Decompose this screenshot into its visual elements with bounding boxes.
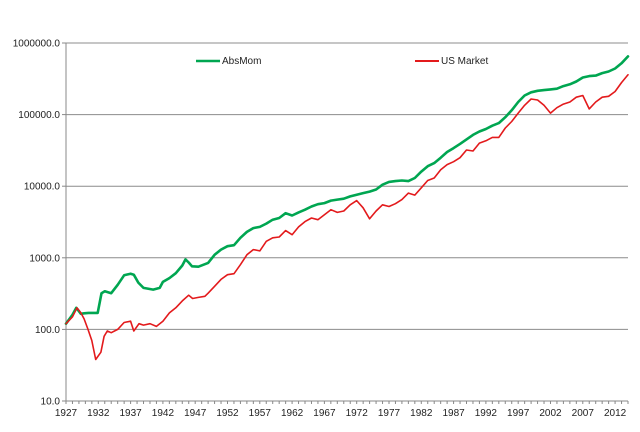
y-tick-label: 100.0 bbox=[35, 325, 60, 336]
x-tick-label: 1972 bbox=[346, 408, 369, 419]
x-tick-label: 1967 bbox=[313, 408, 336, 419]
x-tick-label: 2012 bbox=[604, 408, 627, 419]
y-axis-ticks: 10.0 100.0 1000.0 10000.0 100000.0 1000000.0 bbox=[13, 39, 66, 408]
legend-item-absmom: AbsMom bbox=[196, 56, 261, 67]
x-axis-ticks: 1927 1932 1937 1942 1947 1952 1957 1962 1967 1972… bbox=[55, 401, 629, 419]
grid-lines bbox=[66, 42, 628, 330]
legend-label-us-market: US Market bbox=[441, 56, 488, 67]
y-tick-label: 1000000.0 bbox=[13, 39, 61, 50]
x-tick-label: 1927 bbox=[55, 408, 78, 419]
x-tick-label: 1952 bbox=[216, 408, 239, 419]
x-tick-label: 1977 bbox=[378, 408, 401, 419]
y-tick-label: 100000.0 bbox=[18, 110, 60, 121]
x-tick-label: 2007 bbox=[572, 408, 595, 419]
legend: AbsMom US Market bbox=[196, 56, 488, 67]
x-tick-label: 1942 bbox=[152, 408, 175, 419]
x-tick-label: 1987 bbox=[442, 408, 465, 419]
legend-label-absmom: AbsMom bbox=[222, 56, 261, 67]
x-tick-label: 1997 bbox=[507, 408, 530, 419]
series-layer bbox=[64, 55, 630, 361]
x-tick-label: 1932 bbox=[87, 408, 110, 419]
x-tick-label: 1962 bbox=[281, 408, 304, 419]
y-tick-label: 1000.0 bbox=[29, 253, 60, 264]
y-tick-label: 10000.0 bbox=[24, 182, 61, 193]
x-tick-label: 1982 bbox=[410, 408, 433, 419]
legend-item-us-market: US Market bbox=[415, 56, 488, 67]
x-tick-label: 1992 bbox=[475, 408, 498, 419]
x-tick-label: 1947 bbox=[184, 408, 207, 419]
series-line-absmom bbox=[64, 55, 630, 325]
x-tick-label: 1957 bbox=[249, 408, 272, 419]
x-tick-label: 2002 bbox=[539, 408, 562, 419]
series-line-us-market bbox=[65, 74, 629, 361]
y-tick-label: 10.0 bbox=[41, 397, 61, 408]
x-tick-label: 1937 bbox=[119, 408, 142, 419]
